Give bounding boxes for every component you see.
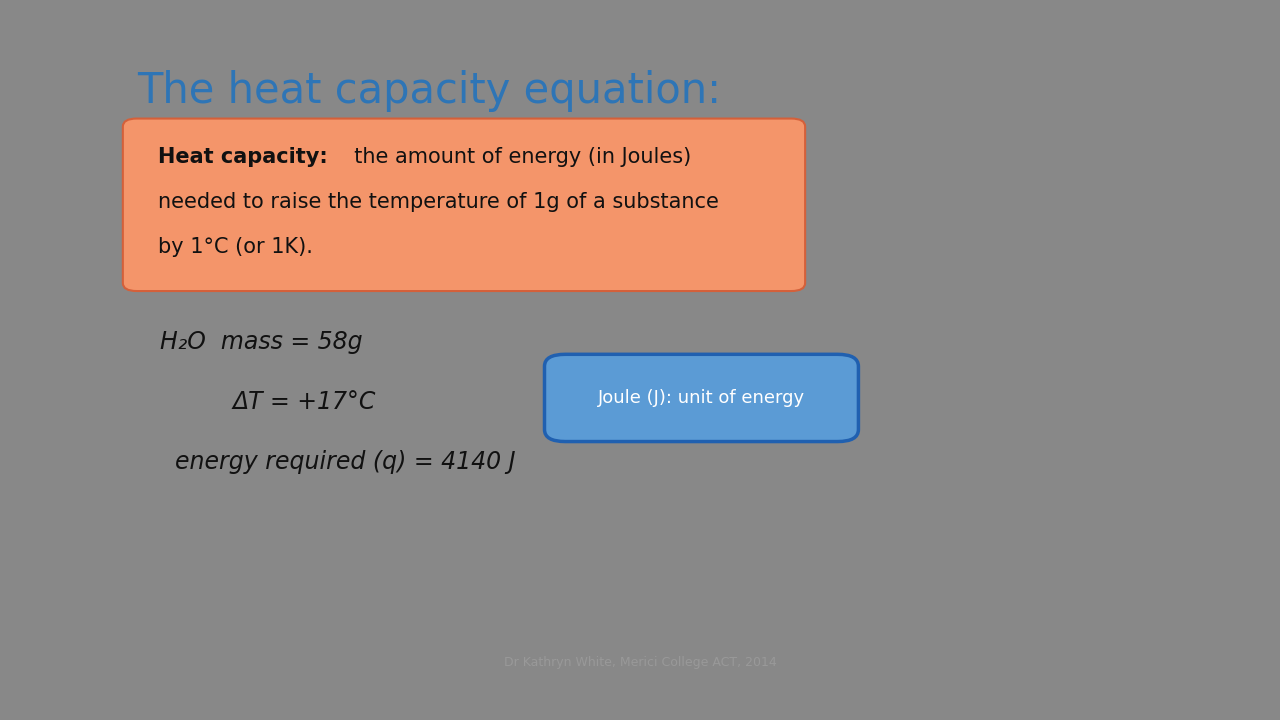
Text: energy required (q) = 4140 J: energy required (q) = 4140 J bbox=[175, 449, 516, 474]
Text: by 1°C (or 1K).: by 1°C (or 1K). bbox=[157, 237, 312, 257]
Text: Dr Kathryn White, Merici College ACT, 2014: Dr Kathryn White, Merici College ACT, 20… bbox=[504, 657, 777, 670]
Text: The heat capacity equation:: The heat capacity equation: bbox=[137, 70, 721, 112]
Text: Heat capacity:: Heat capacity: bbox=[157, 146, 328, 166]
Text: ΔT = +17°C: ΔT = +17°C bbox=[233, 390, 376, 413]
FancyBboxPatch shape bbox=[123, 119, 805, 291]
Text: H₂O  mass = 58g: H₂O mass = 58g bbox=[160, 330, 362, 354]
Text: needed to raise the temperature of 1g of a substance: needed to raise the temperature of 1g of… bbox=[157, 192, 718, 212]
Text: Joule (J): unit of energy: Joule (J): unit of energy bbox=[598, 389, 805, 407]
FancyBboxPatch shape bbox=[544, 354, 859, 441]
Text: the amount of energy (in Joules): the amount of energy (in Joules) bbox=[340, 146, 691, 166]
